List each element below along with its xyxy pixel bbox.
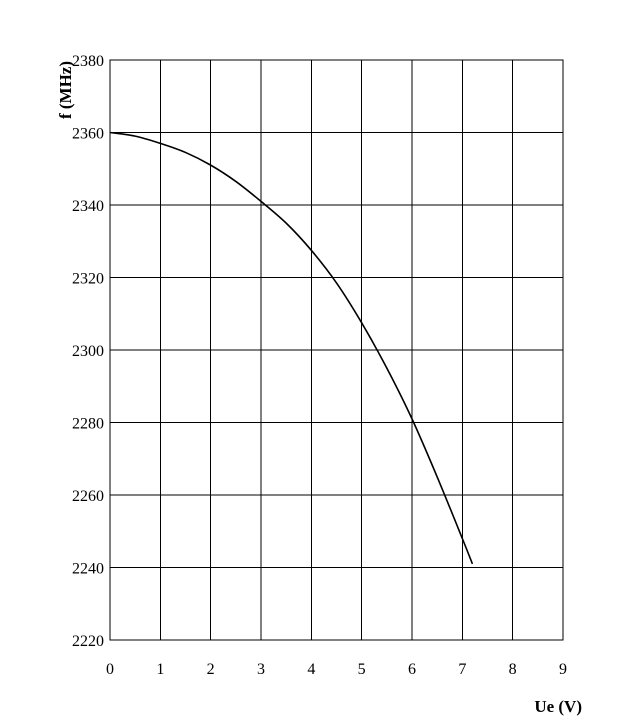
series-line <box>109 131 474 565</box>
x-axis-ticks: 0 1 2 3 4 5 6 7 8 9 <box>106 661 567 678</box>
grid <box>109 59 564 641</box>
y-tick-label: 2280 <box>72 416 104 433</box>
x-tick-label: 6 <box>408 661 416 678</box>
x-axis-label: Ue (V) <box>534 697 582 716</box>
y-tick-label: 2300 <box>72 343 104 360</box>
y-tick-label: 2320 <box>72 271 104 288</box>
x-tick-label: 2 <box>207 661 215 678</box>
x-tick-label: 8 <box>509 661 517 678</box>
y-axis-ticks: 2220 2240 2260 2280 2300 2320 2340 2360 2380 <box>72 53 104 650</box>
x-tick-label: 3 <box>257 661 265 678</box>
plot-frame <box>109 59 564 641</box>
x-tick-label: 4 <box>307 661 315 678</box>
x-tick-label: 1 <box>156 661 164 678</box>
x-tick-label: 0 <box>106 661 114 678</box>
y-axis-label: f (MHz) <box>56 61 75 119</box>
y-tick-label: 2240 <box>72 561 104 578</box>
x-tick-label: 9 <box>559 661 567 678</box>
y-tick-label: 2260 <box>72 488 104 505</box>
y-tick-label: 2380 <box>72 53 104 70</box>
x-tick-label: 5 <box>358 661 366 678</box>
y-tick-label: 2220 <box>72 633 104 650</box>
y-tick-label: 2340 <box>72 198 104 215</box>
x-tick-label: 7 <box>458 661 466 678</box>
y-tick-label: 2360 <box>72 126 104 143</box>
